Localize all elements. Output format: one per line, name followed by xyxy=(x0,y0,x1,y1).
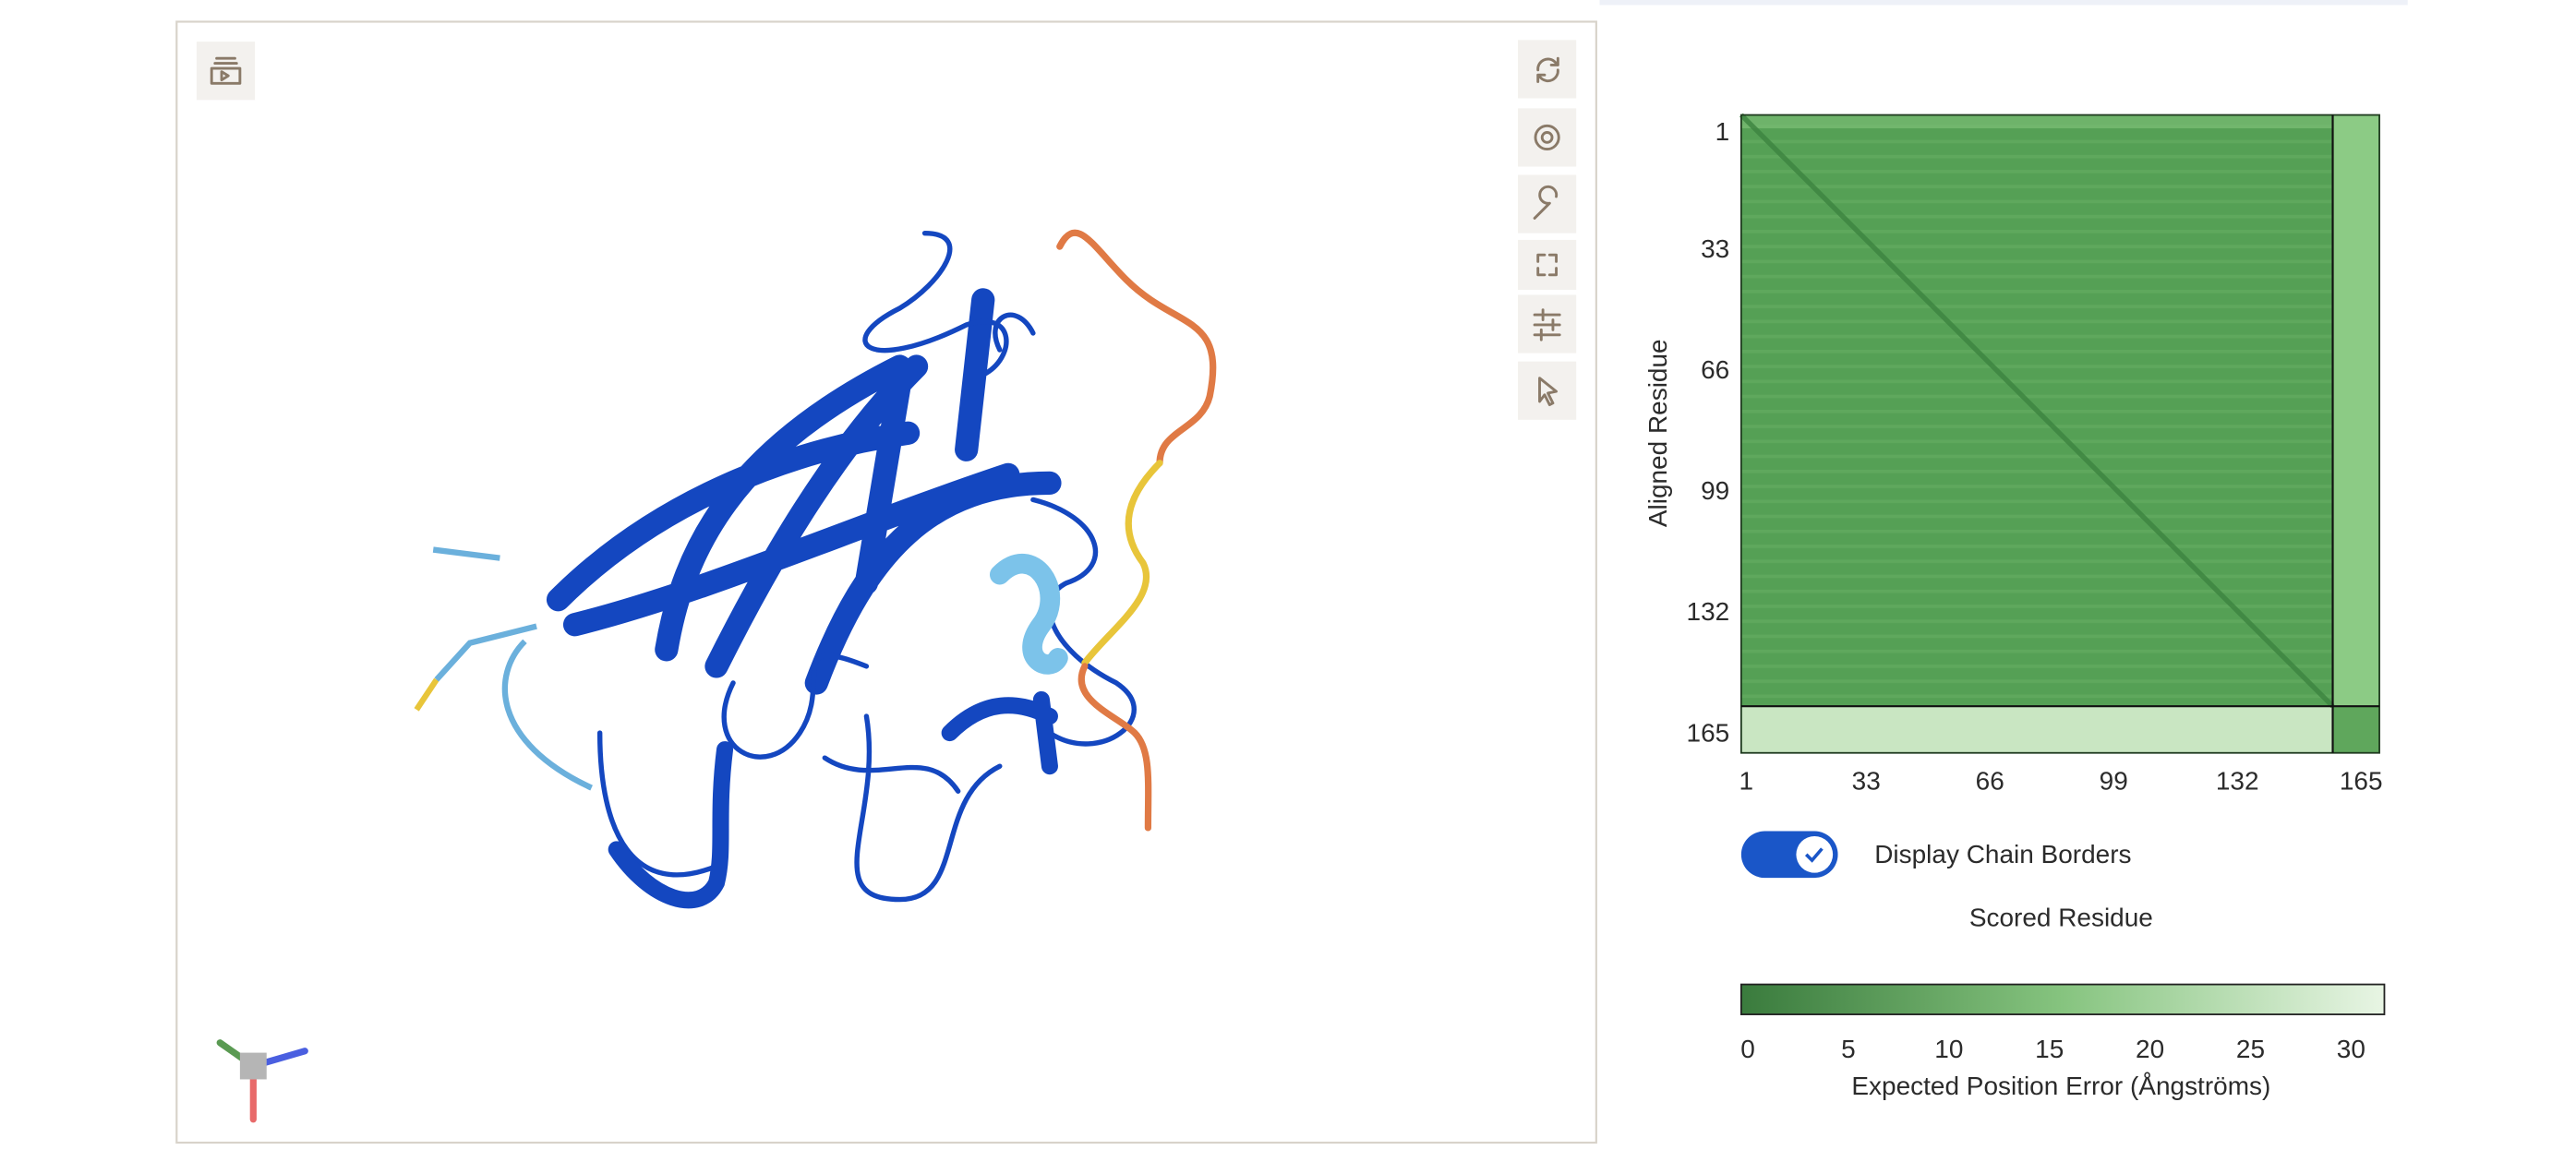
colorbar-tick-label: 0 xyxy=(1740,1035,1755,1063)
colorbar-label: Expected Position Error (Ångströms) xyxy=(1851,1072,2270,1100)
reset-button[interactable] xyxy=(1518,40,1577,99)
protein-model xyxy=(414,229,1217,909)
colorbar-tick-label: 25 xyxy=(2236,1035,2265,1063)
y-tick-label: 132 xyxy=(1687,597,1730,626)
colorbar-tick-label: 10 xyxy=(1934,1035,1963,1063)
x-tick-label: 1 xyxy=(1739,767,1753,796)
y-tick-label: 1 xyxy=(1715,117,1730,146)
x-tick-label: 132 xyxy=(2216,767,2259,796)
structure-viewer xyxy=(175,20,1597,1144)
colorbar-tick-label: 5 xyxy=(1841,1035,1856,1063)
settings-button[interactable] xyxy=(1518,294,1577,353)
x-tick-label: 165 xyxy=(2340,767,2383,796)
screenshot-button[interactable] xyxy=(1518,108,1577,167)
select-button[interactable] xyxy=(1518,361,1577,420)
x-tick-label: 33 xyxy=(1852,767,1881,796)
pae-plot xyxy=(1739,113,2380,754)
colorbar-tick-label: 30 xyxy=(2337,1035,2365,1063)
chain-borders xyxy=(1740,114,2380,753)
y-tick-label: 99 xyxy=(1701,476,1729,505)
toggle-label: Display Chain Borders xyxy=(1874,840,2131,868)
y-tick-label: 66 xyxy=(1701,355,1729,384)
y-axis-label: Aligned Residue xyxy=(1643,339,1672,527)
x-tick-label: 66 xyxy=(1976,767,2004,796)
tools-button[interactable] xyxy=(1518,174,1577,234)
axes-triad xyxy=(216,1039,308,1123)
top-bar xyxy=(1599,0,2408,6)
fullscreen-button[interactable] xyxy=(1518,239,1577,291)
x-tick-label: 99 xyxy=(2100,767,2128,796)
colorbar-tick-label: 15 xyxy=(2035,1035,2064,1063)
x-axis-label: Scored Residue xyxy=(1969,904,2153,932)
chain-border-toggle[interactable] xyxy=(1740,831,1838,879)
colorbar-tick-label: 20 xyxy=(2136,1035,2164,1063)
y-tick-label: 33 xyxy=(1701,234,1729,263)
sequence-button[interactable] xyxy=(196,42,256,101)
colorbar xyxy=(1739,983,2386,1015)
y-tick-label: 165 xyxy=(1687,718,1730,747)
